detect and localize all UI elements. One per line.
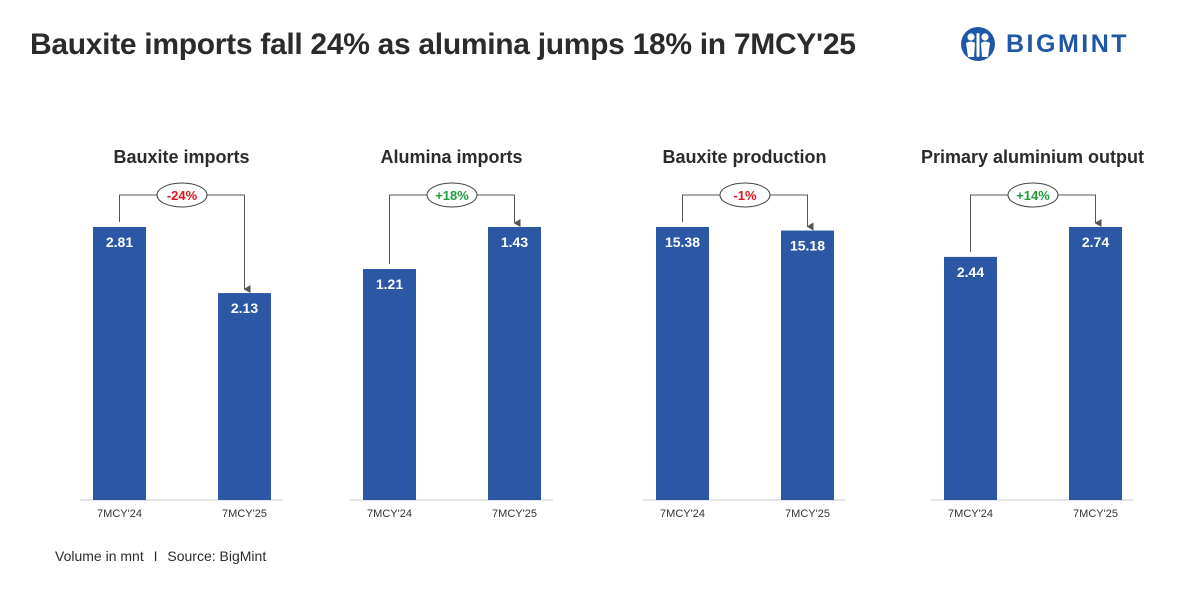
- x-tick-label: 7MCY'24: [97, 508, 142, 520]
- change-badge-label: -1%: [733, 188, 757, 203]
- panel-title: Alumina imports: [380, 147, 522, 167]
- bar-2: [218, 293, 271, 500]
- x-tick-label: 7MCY'25: [222, 508, 267, 520]
- unit-note: Volume in mnt: [55, 548, 144, 564]
- change-badge-label: +14%: [1016, 188, 1050, 203]
- bar-value-label: 2.13: [231, 300, 258, 316]
- footnote-separator: I: [153, 548, 158, 564]
- bar-2: [1069, 227, 1122, 500]
- change-badge-label: -24%: [167, 188, 198, 203]
- panel-title: Bauxite production: [662, 147, 826, 167]
- bar-1: [363, 269, 416, 500]
- bar-value-label: 1.43: [501, 234, 528, 250]
- x-tick-label: 7MCY'24: [367, 508, 412, 520]
- change-badge: [156, 182, 208, 208]
- chart-panel-2: Alumina imports 1.21 7MCY'24 1.43 7MCY'25 +18…: [350, 147, 553, 520]
- chart-panel-1: Bauxite imports 2.81 7MCY'24 2.13 7MCY'25 -24…: [80, 147, 283, 520]
- bar-2: [781, 230, 834, 501]
- chart-panel-3: Bauxite production 15.38 7MCY'24 15.18 7MCY'…: [643, 147, 846, 520]
- change-badge: [426, 182, 478, 208]
- x-tick-label: 7MCY'25: [492, 508, 537, 520]
- bigmint-people-logo-icon: [961, 27, 995, 61]
- bar-value-label: 2.74: [1082, 234, 1109, 250]
- chart-headline: Bauxite imports fall 24% as alumina jump…: [30, 28, 856, 61]
- bar-1: [656, 227, 709, 500]
- x-tick-label: 7MCY'25: [1073, 508, 1118, 520]
- x-tick-label: 7MCY'25: [785, 508, 830, 520]
- bar-value-label: 2.44: [957, 264, 984, 280]
- change-badge: [1007, 182, 1059, 208]
- panel-title: Bauxite imports: [113, 147, 249, 167]
- chart-footnote: Volume in mnt I Source: BigMint: [55, 548, 266, 564]
- bar-value-label: 15.38: [665, 234, 700, 250]
- bar-1: [93, 227, 146, 500]
- bar-2: [488, 227, 541, 500]
- source-note: Source: BigMint: [167, 548, 267, 564]
- change-badge: [719, 182, 771, 208]
- bar-1: [944, 256, 997, 500]
- brand-logo: BIGMINT: [958, 26, 1129, 62]
- panel-title: Primary aluminium output: [921, 147, 1144, 167]
- x-tick-label: 7MCY'24: [660, 508, 705, 520]
- bar-value-label: 1.21: [376, 276, 403, 292]
- bar-value-label: 15.18: [790, 238, 825, 254]
- bar-value-label: 2.81: [106, 234, 133, 250]
- change-badge-label: +18%: [435, 188, 469, 203]
- brand-name: BIGMINT: [1006, 29, 1130, 58]
- x-tick-label: 7MCY'24: [948, 508, 993, 520]
- chart-panel-4: Primary aluminium output 2.44 7MCY'24 2.74 7…: [921, 147, 1144, 520]
